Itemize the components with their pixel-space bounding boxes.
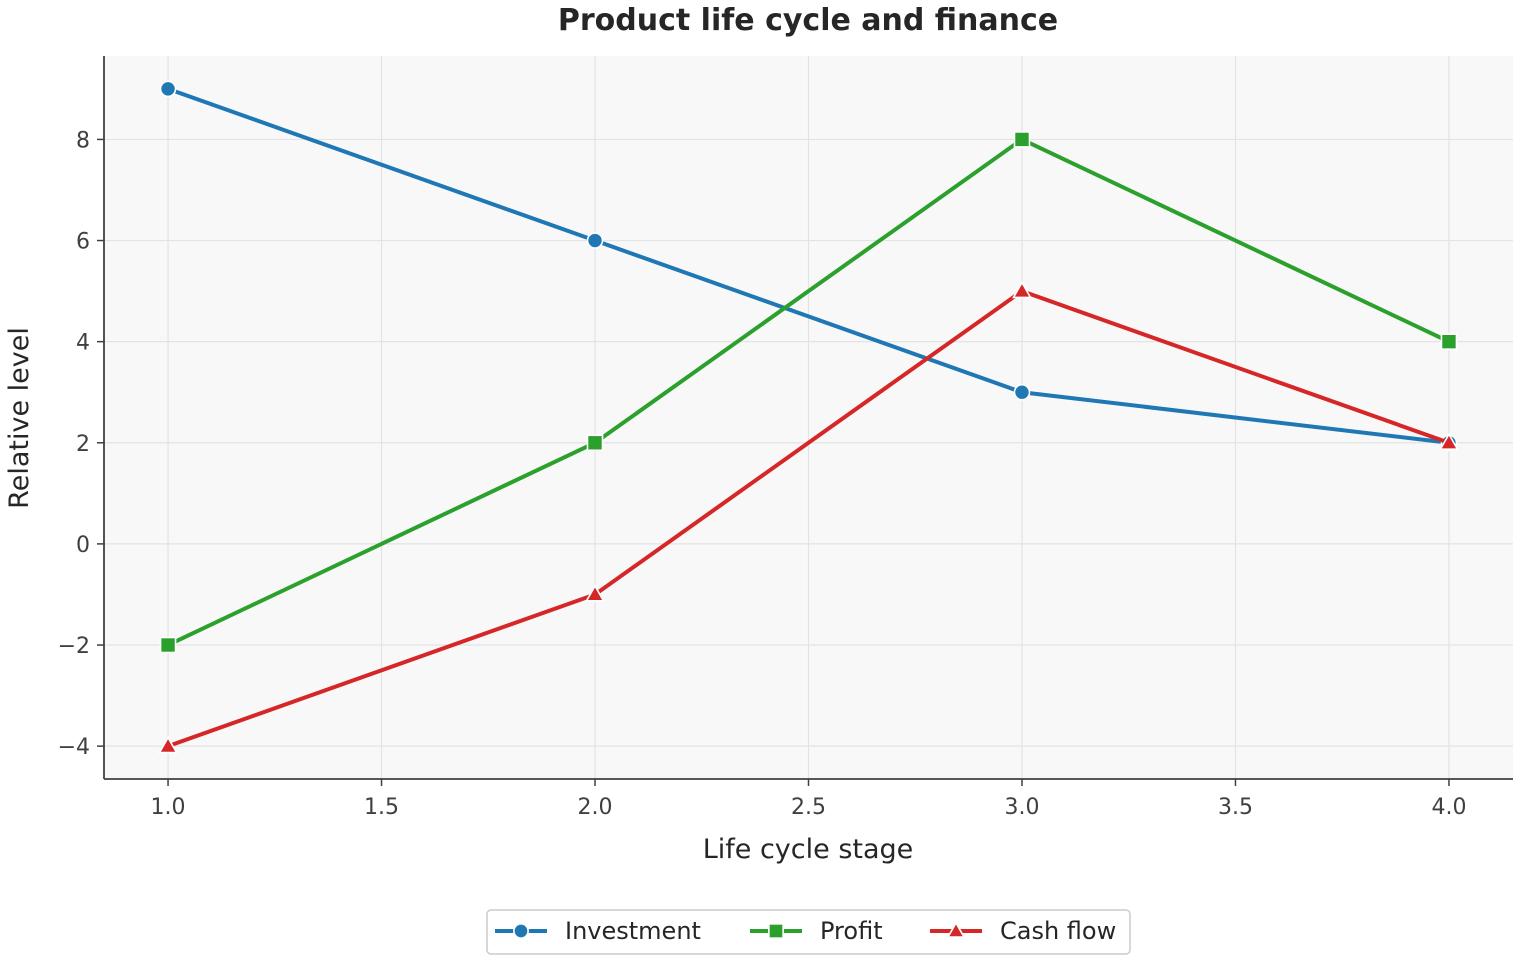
series-investment [159,80,1458,452]
legend-item: Investment [495,917,701,945]
series-cash-flow [158,280,1459,754]
y-tick-label: −2 [58,634,90,659]
data-point [1440,333,1458,350]
legend: Investment Profit Cash flow [486,909,1131,955]
data-point [1012,280,1032,299]
legend-swatch-marker [768,923,784,939]
x-tick-label: 1.0 [151,795,186,820]
y-tick-label: −4 [58,735,90,760]
data-point [586,434,604,452]
y-tick-label: 2 [76,432,90,457]
x-tick-label: 3.0 [1004,795,1039,820]
legend-item: Cash flow [930,917,1116,945]
legend-label: Cash flow [1000,917,1116,945]
data-point [158,736,178,754]
chart-title: Product life cycle and finance [558,3,1058,38]
data-point [159,636,177,654]
legend-label: Profit [820,917,883,945]
legend-swatch-marker [946,921,966,938]
x-tick-label: 1.5 [364,795,399,820]
y-tick-label: 8 [76,128,90,153]
legend-frame [486,909,1131,955]
x-tick-label: 2.0 [578,795,613,820]
x-tick-label: 3.5 [1218,795,1253,820]
series-profit [159,131,1458,654]
data-point [1439,432,1459,450]
legend-item: Profit [750,917,883,945]
y-axis-label: Relative level [4,327,35,509]
x-tick-label: 4.0 [1431,795,1466,820]
y-tick-label: 0 [76,533,90,558]
legend-label: Investment [565,917,701,945]
series-line [166,137,1451,648]
y-tick-label: 4 [76,331,90,356]
data-point [1013,383,1031,401]
data-point [1013,131,1031,148]
data-point [586,232,604,249]
x-axis-label: Life cycle stage [703,834,914,865]
y-tick-label: 6 [76,230,90,255]
data-point [585,584,605,602]
data-point [159,80,177,98]
series-line [166,289,1451,749]
x-tick-label: 2.5 [791,795,826,820]
axis-ticks: 1.0 1.5 2.0 2.5 3.0 3.5 4.0 −4 −2 0 2 4 6 8 [58,128,1467,820]
series-line [166,86,1451,445]
legend-swatch-marker [513,923,529,939]
series-layer [158,80,1459,754]
